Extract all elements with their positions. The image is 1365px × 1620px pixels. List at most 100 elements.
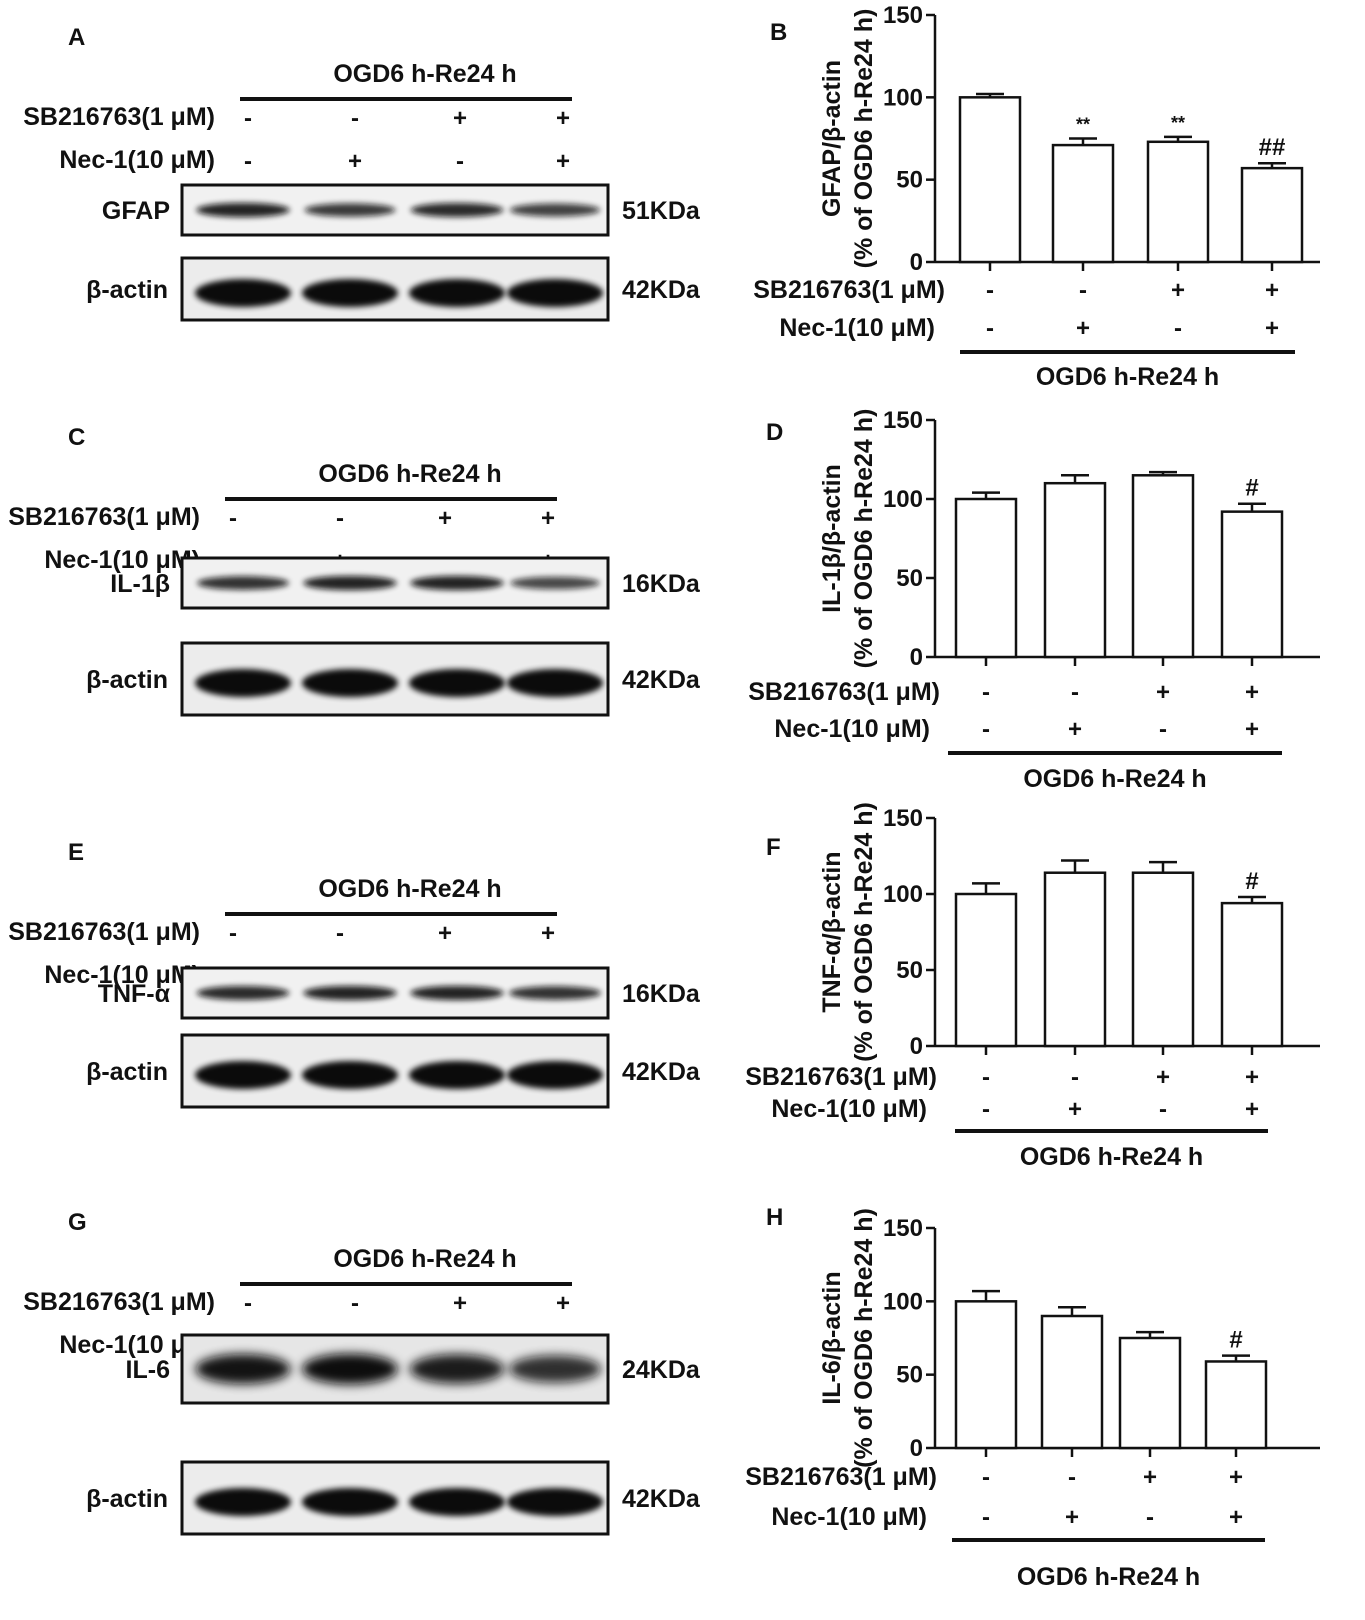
sign-row2: +	[348, 148, 362, 175]
band-target	[303, 985, 397, 1001]
y-tick-label: 100	[883, 881, 923, 908]
band-target	[410, 203, 504, 217]
target-protein-label: GFAP	[102, 197, 170, 225]
sign-row2: +	[1265, 315, 1279, 342]
y-axis-label: TNF-α/β-actin	[818, 851, 846, 1012]
sign-row1: -	[982, 679, 990, 706]
treatment-label-nec1: Nec-1(10 μM)	[779, 314, 935, 342]
y-tick-label: 100	[883, 486, 923, 513]
band-control	[195, 1061, 291, 1089]
sign-row1: +	[556, 105, 570, 132]
treatment-label-sb216763: SB216763(1 μM)	[745, 1063, 937, 1091]
sign-row1: -	[244, 105, 252, 132]
sign-row2: -	[1159, 1096, 1167, 1123]
y-tick-label: 100	[883, 84, 923, 111]
sign-row2: -	[244, 148, 252, 175]
sign-row1: +	[1171, 277, 1185, 304]
chart-panel-h: H IL-6/β-actin (% of OGD6 h-Re24 h) 0 50 100 1…	[745, 1204, 1320, 1591]
blot-panel-c: C OGD6 h-Re24 h SB216763(1 μM) Nec-1(10 μM)…	[8, 424, 701, 717]
band-control	[302, 279, 398, 307]
bar	[1051, 143, 1115, 264]
sign-row1: +	[556, 1290, 570, 1317]
band-control	[409, 279, 505, 307]
band-target	[410, 575, 504, 591]
treatment-label-nec1: Nec-1(10 μM)	[44, 546, 200, 574]
bar	[1146, 140, 1210, 264]
band-target	[304, 203, 396, 217]
panel-letter: A	[68, 24, 85, 51]
band-control	[195, 1488, 291, 1516]
band-control	[302, 1488, 398, 1516]
condition-label: OGD6 h-Re24 h	[1036, 363, 1219, 391]
sign-row1: +	[453, 105, 467, 132]
bar	[1131, 871, 1195, 1048]
sign-row1: +	[1156, 679, 1170, 706]
y-tick-label: 150	[883, 407, 923, 434]
bar	[1118, 1336, 1182, 1450]
sign-row2: +	[1065, 1504, 1079, 1531]
sign-row1: -	[336, 920, 344, 947]
bar	[1043, 481, 1107, 659]
panel-letter: D	[766, 419, 783, 446]
sign-row2: +	[1245, 1096, 1259, 1123]
band-target	[303, 575, 397, 591]
sign-row1: +	[1143, 1464, 1157, 1491]
treatment-label-nec1: Nec-1(10 μM)	[44, 961, 200, 989]
sign-row1: -	[244, 1290, 252, 1317]
panel-letter: F	[766, 834, 781, 861]
target-protein-label: TNF-α	[98, 980, 171, 1008]
sign-row1: +	[1156, 1064, 1170, 1091]
sign-row2: +	[1076, 315, 1090, 342]
y-tick-label: 50	[896, 1362, 923, 1389]
y-tick-label: 150	[883, 805, 923, 832]
significance-mark: #	[1245, 868, 1258, 895]
blot-panel-a: A OGD6 h-Re24 h SB216763(1 μM) Nec-1(10 μM)…	[23, 24, 701, 322]
sign-row1: -	[351, 1290, 359, 1317]
significance-mark: #	[1229, 1327, 1242, 1354]
bar	[1240, 166, 1304, 264]
bar	[1131, 474, 1195, 659]
control-kda-label: 42KDa	[622, 1058, 701, 1086]
treatment-label-sb216763: SB216763(1 μM)	[753, 276, 945, 304]
band-target	[509, 1355, 601, 1383]
bar	[1220, 510, 1284, 659]
bar	[954, 892, 1018, 1048]
sign-row1: +	[1245, 1064, 1259, 1091]
band-target	[302, 1353, 398, 1385]
sign-row2: +	[1068, 1096, 1082, 1123]
sign-row2: -	[1159, 716, 1167, 743]
bar	[954, 497, 1018, 659]
panel-letter: E	[68, 839, 84, 866]
band-control	[409, 1488, 505, 1516]
western-blot-panels: A OGD6 h-Re24 h SB216763(1 μM) Nec-1(10 μM)…	[8, 24, 701, 1536]
y-tick-label: 100	[883, 1288, 923, 1315]
sign-row1: -	[336, 505, 344, 532]
condition-label: OGD6 h-Re24 h	[318, 460, 501, 488]
y-axis-label-unit: (% of OGD6 h-Re24 h)	[850, 1208, 878, 1468]
sign-row2: -	[986, 315, 994, 342]
y-tick-label: 50	[896, 565, 923, 592]
sign-row2: +	[1245, 716, 1259, 743]
condition-label: OGD6 h-Re24 h	[333, 60, 516, 88]
band-target	[509, 203, 601, 217]
sign-row1: +	[438, 920, 452, 947]
band-control	[507, 1488, 603, 1516]
control-kda-label: 42KDa	[622, 276, 701, 304]
sign-row1: +	[1265, 277, 1279, 304]
treatment-label-sb216763: SB216763(1 μM)	[23, 103, 215, 131]
bar	[1220, 901, 1284, 1048]
sign-row1: +	[1229, 1464, 1243, 1491]
band-control	[302, 669, 398, 697]
treatment-label-sb216763: SB216763(1 μM)	[8, 918, 200, 946]
band-control	[195, 669, 291, 697]
band-target	[195, 1353, 291, 1385]
band-control	[409, 669, 505, 697]
y-axis-label: IL-6/β-actin	[818, 1271, 846, 1404]
sign-row1: +	[438, 505, 452, 532]
band-control	[507, 279, 603, 307]
treatment-label-sb216763: SB216763(1 μM)	[745, 1463, 937, 1491]
target-protein-label: IL-1β	[110, 570, 170, 598]
control-protein-label: β-actin	[86, 666, 168, 694]
y-tick-label: 0	[910, 644, 923, 671]
